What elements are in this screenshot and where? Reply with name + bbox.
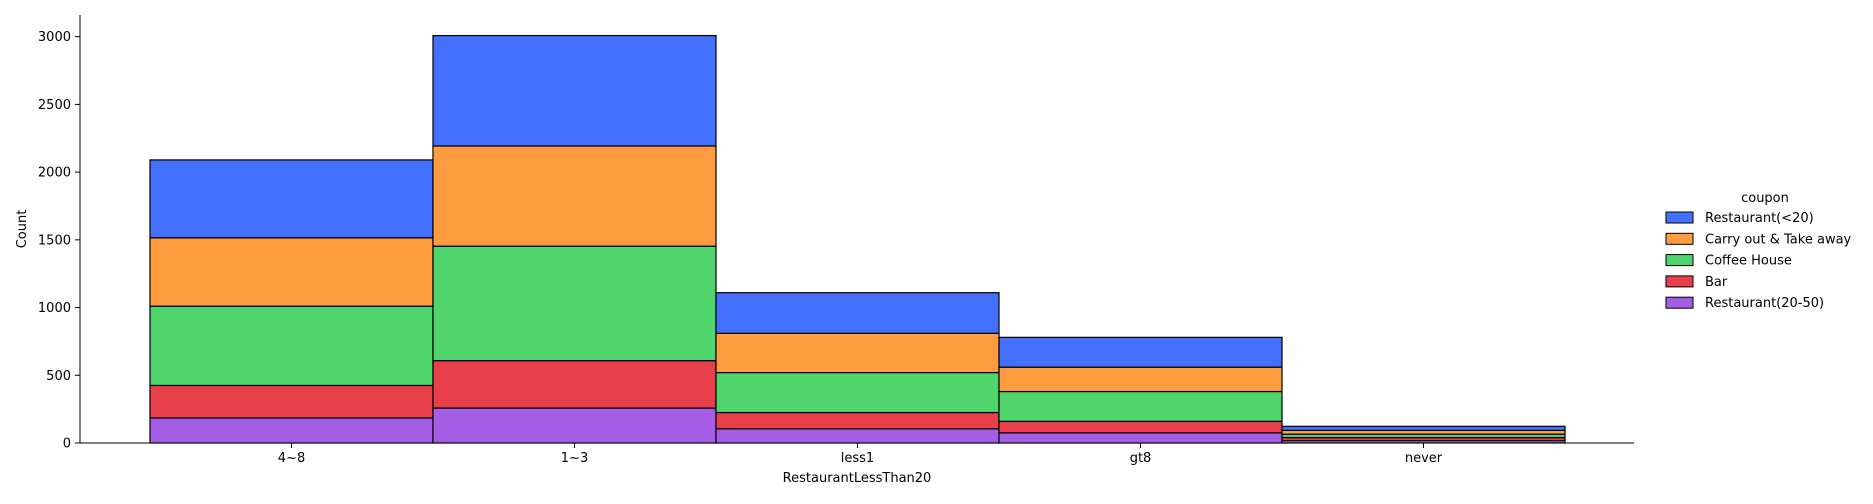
legend-swatch-coffee-house bbox=[1665, 254, 1694, 267]
x-axis-title: RestaurantLessThan20 bbox=[783, 471, 932, 486]
ticks-layer: 0 500 1000 1500 2000 2500 3000 4~8 1~3 less1 gt8 ne… bbox=[38, 30, 1443, 466]
legend-label-restaurant-20: Restaurant(<20) bbox=[1705, 211, 1814, 226]
bar-less1-carry-out-take-away bbox=[715, 332, 1000, 374]
legend-label-coffee-house: Coffee House bbox=[1705, 254, 1792, 269]
y-axis-title: Count bbox=[15, 210, 30, 249]
bar-gt8-coffee-house bbox=[998, 390, 1283, 422]
legend-label-restaurant-20-50: Restaurant(20-50) bbox=[1705, 296, 1824, 311]
bar-4-8-coffee-house bbox=[149, 305, 434, 387]
bar-gt8-bar bbox=[998, 420, 1283, 434]
bar-gt8-restaurant-20 bbox=[998, 336, 1283, 368]
bar-1-3-bar bbox=[432, 360, 717, 409]
y-tick-label: 1000 bbox=[38, 301, 71, 316]
bar-1-3-coffee-house bbox=[432, 245, 717, 362]
y-tick-label: 0 bbox=[63, 437, 71, 452]
y-tick-label: 1500 bbox=[38, 233, 71, 248]
bar-never-restaurant-20 bbox=[1281, 425, 1566, 432]
legend-label-carry-out-take-away: Carry out & Take away bbox=[1705, 232, 1852, 247]
y-tick-label: 2500 bbox=[38, 98, 71, 113]
bar-4-8-carry-out-take-away bbox=[149, 237, 434, 307]
legend-title: coupon bbox=[1741, 191, 1789, 206]
x-tick-label: never bbox=[1405, 451, 1443, 466]
bar-gt8-carry-out-take-away bbox=[998, 366, 1283, 393]
bar-1-3-restaurant-20-50 bbox=[432, 407, 717, 444]
legend-swatch-restaurant-20-50 bbox=[1665, 296, 1694, 309]
y-tick-label: 500 bbox=[46, 369, 71, 384]
legend-swatch-carry-out-take-away bbox=[1665, 232, 1694, 245]
bar-less1-restaurant-20 bbox=[715, 292, 1000, 334]
bar-less1-bar bbox=[715, 411, 1000, 430]
bar-4-8-restaurant-20-50 bbox=[149, 417, 434, 444]
bar-gt8-restaurant-20-50 bbox=[998, 432, 1283, 444]
legend-swatch-bar bbox=[1665, 275, 1694, 288]
bar-less1-restaurant-20-50 bbox=[715, 428, 1000, 444]
bar-1-3-restaurant-20 bbox=[432, 34, 717, 147]
bars-layer bbox=[149, 34, 1566, 444]
bar-4-8-restaurant-20 bbox=[149, 159, 434, 239]
legend-label-bar: Bar bbox=[1705, 275, 1728, 290]
bar-4-8-bar bbox=[149, 384, 434, 419]
legend-swatch-restaurant-20 bbox=[1665, 211, 1694, 224]
x-tick-label: less1 bbox=[841, 451, 874, 466]
x-tick-label: gt8 bbox=[1130, 451, 1152, 466]
bar-less1-coffee-house bbox=[715, 371, 1000, 414]
legend: coupon Restaurant(<20) Carry out & Take a… bbox=[1665, 191, 1852, 311]
x-tick-label: 1~3 bbox=[561, 451, 588, 466]
legend-items: Restaurant(<20) Carry out & Take away Coff… bbox=[1665, 211, 1852, 311]
y-tick-label: 3000 bbox=[38, 30, 71, 45]
x-tick-label: 4~8 bbox=[278, 451, 305, 466]
bar-1-3-carry-out-take-away bbox=[432, 145, 717, 247]
y-tick-label: 2000 bbox=[38, 166, 71, 181]
